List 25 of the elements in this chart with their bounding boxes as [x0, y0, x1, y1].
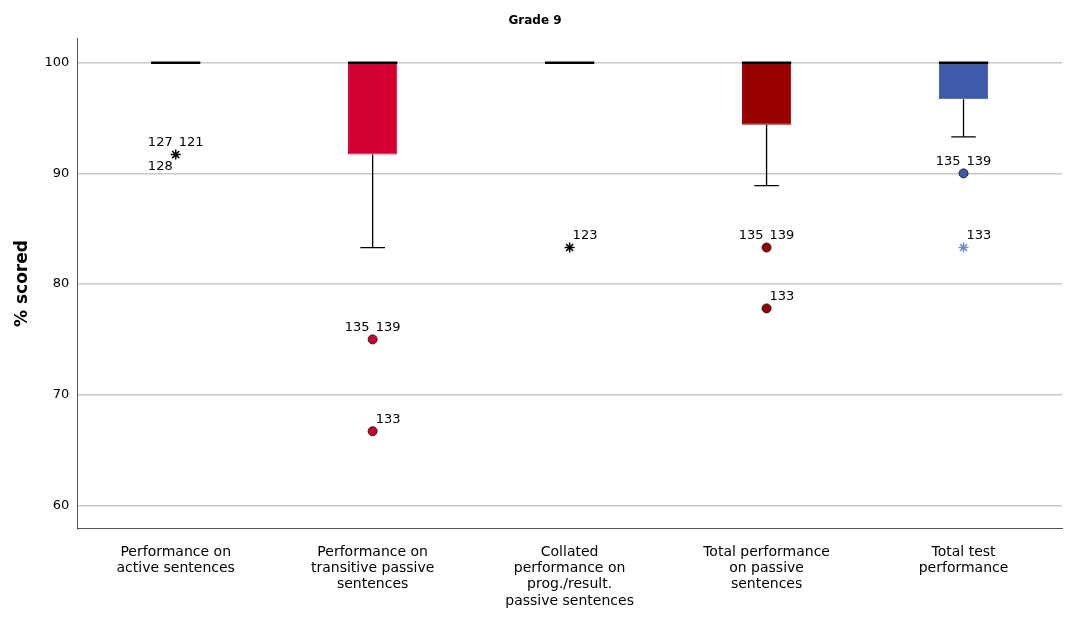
x-tick-label: Total performance on passive sentences	[702, 543, 830, 592]
y-tick-label: 80	[52, 275, 70, 291]
x-tick-label: Collated performance on prog./result. passive sentences	[505, 543, 634, 608]
annotation: 135	[738, 226, 764, 242]
x-tick-label: Performance on active sentences	[116, 543, 235, 576]
annotation: 133	[375, 410, 401, 426]
y-tick-label: 90	[52, 164, 70, 180]
annotation: 133	[966, 226, 992, 242]
annotation: 139	[966, 152, 992, 168]
chart-title: Grade 9	[508, 13, 562, 28]
annotation: 127	[147, 133, 173, 149]
annotation: 123	[572, 226, 598, 242]
annotation: 139	[769, 226, 795, 242]
y-tick-label: 100	[44, 54, 70, 70]
annotation: 133	[769, 287, 795, 303]
annotation: 135	[935, 152, 961, 168]
x-tick-label: Performance on transitive passive sentences	[310, 543, 435, 592]
annotation: 121	[178, 133, 204, 149]
annotation: 135	[344, 318, 370, 334]
x-tick-label: Total test performance	[918, 543, 1009, 576]
y-axis-title: % scored	[10, 240, 31, 327]
annotation: 128	[147, 157, 173, 173]
y-tick-label: 60	[52, 496, 70, 512]
annotation: 139	[375, 318, 401, 334]
y-tick-label: 70	[52, 386, 70, 402]
